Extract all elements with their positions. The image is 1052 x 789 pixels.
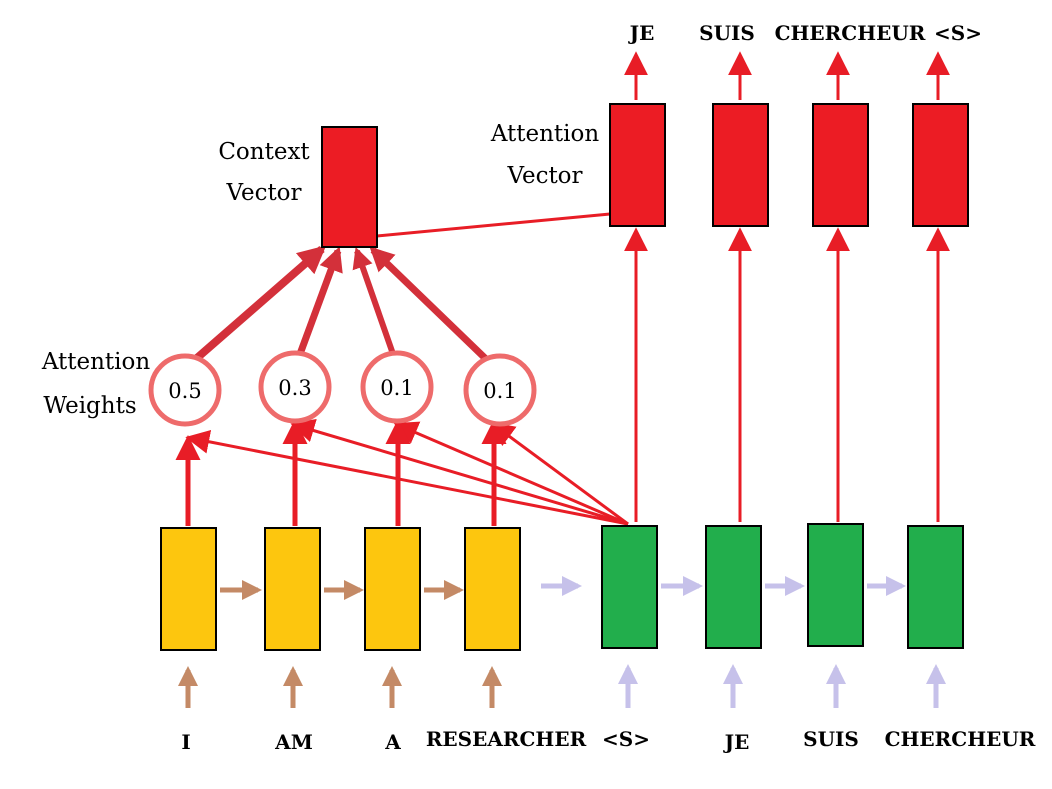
attention-weights-label-line2: Weights (43, 393, 136, 419)
decoder-cells (601, 523, 964, 649)
line-to-weight-1 (185, 429, 629, 526)
dec-input-label-2: JE (723, 730, 750, 754)
context-vector-box (321, 126, 378, 248)
decoder-input-arrows (618, 664, 946, 708)
encoder-cell-1 (160, 527, 217, 651)
input-label-1: I (181, 730, 190, 754)
attention-vector-label-line1: Attention (490, 121, 600, 147)
weight-circle-3 (360, 350, 434, 424)
input-label-2: AM (274, 730, 313, 754)
background-panel-bottom (158, 700, 1052, 770)
decoder-to-attention-arrows (624, 227, 950, 522)
dec-input-label-4: CHERCHEUR (885, 727, 1036, 751)
context-to-attention-line (376, 212, 611, 238)
decoder-input-labels: <S> JE SUIS CHERCHEUR (602, 727, 1036, 754)
attention-weight-circles (148, 350, 537, 427)
output-label-2: SUIS (699, 21, 755, 45)
output-label-1: JE (628, 21, 655, 45)
line-to-weight-2 (290, 418, 629, 526)
attention-vector-label-line2: Vector (506, 163, 582, 189)
weight-circle-1 (148, 353, 222, 427)
dec-input-label-3: SUIS (803, 727, 859, 751)
encoder-input-labels: I AM A RESEARCHER (181, 727, 586, 754)
arrow-weight-3-context (352, 247, 396, 355)
attention-vector-box-2 (712, 103, 769, 227)
encoder-cell-4 (464, 527, 521, 651)
decoder-output-labels: JE SUIS CHERCHEUR <S> (628, 21, 982, 45)
attention-weights-label: Attention Weights (41, 349, 151, 419)
weights-to-context-arrows (194, 245, 490, 363)
encoder-input-arrows (178, 666, 502, 708)
decoder-cell-1 (601, 525, 658, 649)
attention-weight-values: 0.5 0.3 0.1 0.1 (168, 376, 516, 403)
encoder-to-weights-arrows (175, 419, 507, 526)
line-to-weight-4 (490, 422, 629, 526)
line-to-weight-3 (393, 421, 629, 526)
attention-vector-boxes (609, 103, 969, 227)
weight-value-3: 0.1 (380, 376, 413, 400)
attention-to-output-arrows (624, 51, 950, 100)
weight-circle-4 (463, 353, 537, 427)
output-label-4: <S> (934, 21, 982, 45)
arrow-weight-4-context (369, 246, 490, 363)
decoder-cell-3 (807, 523, 864, 647)
context-vector-label-line1: Context (218, 139, 310, 165)
attention-vector-box-3 (812, 103, 869, 227)
encoder-cell-2 (264, 527, 321, 651)
attention-weights-label-line1: Attention (41, 349, 151, 375)
weight-value-1: 0.5 (168, 379, 201, 403)
weight-value-4: 0.1 (483, 379, 516, 403)
encoder-cell-3 (364, 527, 421, 651)
attention-vector-label: Attention Vector (490, 121, 600, 189)
decoder-cell-4 (907, 525, 964, 649)
arrow-weight-1-context (194, 245, 327, 362)
arrow-weight-2-context (296, 246, 343, 356)
weight-circle-2 (258, 350, 332, 424)
context-vector-label-line2: Vector (225, 180, 301, 206)
decoder-cell-2 (705, 525, 762, 649)
input-label-3: A (384, 730, 401, 754)
input-label-4: RESEARCHER (426, 727, 587, 751)
output-label-3: CHERCHEUR (775, 21, 926, 45)
attention-vector-box-4 (912, 103, 969, 227)
attention-vector-box-1 (609, 103, 666, 227)
dec-input-label-1: <S> (602, 727, 650, 751)
encoder-cells (160, 527, 521, 651)
decoder-to-weights-lines (185, 418, 629, 526)
weight-value-2: 0.3 (278, 376, 311, 400)
context-vector-label: Context Vector (218, 139, 310, 206)
